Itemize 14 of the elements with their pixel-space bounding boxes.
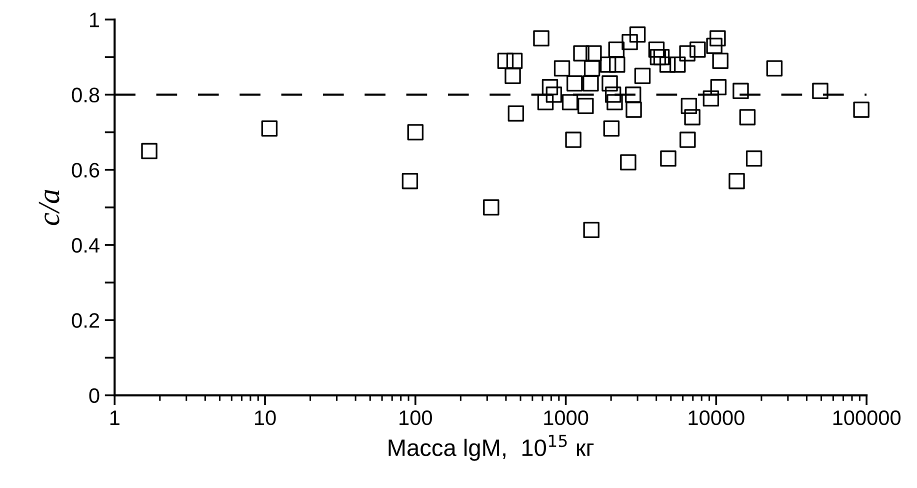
y-tick-label: 0.6 bbox=[72, 162, 100, 178]
y-tick-label: 0.4 bbox=[72, 238, 100, 253]
y-tick-label: 0.2 bbox=[72, 313, 99, 328]
y-tick-label: 0.8 bbox=[72, 88, 100, 102]
y-tick-label: 1 bbox=[90, 12, 100, 28]
x-tick-label: 10000 bbox=[688, 410, 744, 426]
x-axis-title: Масса lgM, 10$^{15}$ кг bbox=[388, 434, 594, 461]
x-tick-label: 1000 bbox=[544, 410, 588, 426]
y-axis-title: c/a bbox=[38, 190, 60, 226]
x-tick-label: 100 bbox=[400, 410, 432, 426]
y-tick-label: 0 bbox=[89, 388, 100, 404]
x-tick-label: 10 bbox=[255, 410, 276, 426]
x-tick-label: 100000 bbox=[833, 410, 901, 426]
x-tick-label: 1 bbox=[110, 410, 120, 425]
